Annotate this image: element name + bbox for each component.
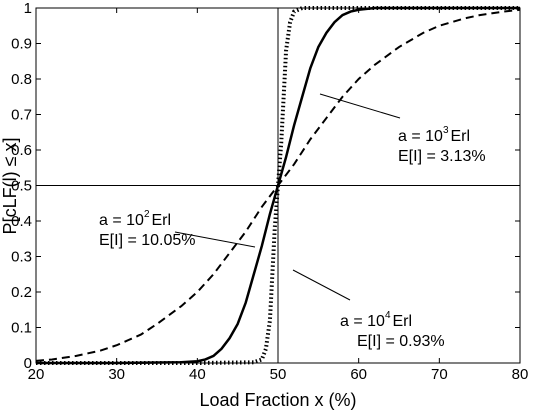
y-tick-label: 0.9 (11, 36, 32, 53)
annotation-a1e4-line2: E[I] = 0.93% (357, 333, 445, 350)
annotation-a1e2-line1: a = 102 Erl (99, 209, 171, 229)
x-axis-title: Load Fraction x (%) (199, 390, 356, 410)
x-tick-label: 80 (512, 366, 529, 383)
annotation-a1e2-line2: E[I] = 10.05% (99, 232, 196, 249)
annotation-leader-a1e4 (292, 269, 351, 301)
y-tick-label: 0 (24, 355, 32, 372)
y-tick-label: 0.3 (11, 249, 32, 266)
x-tick-label: 30 (108, 366, 125, 383)
y-tick-label: 0.2 (11, 284, 32, 301)
annotation-a1e4-line1: a = 104 Erl (340, 310, 412, 330)
y-tick-label: 0.7 (11, 107, 32, 124)
y-tick-label: 0.6 (11, 142, 32, 159)
y-tick-label: 0.8 (11, 71, 32, 88)
y-tick-label: 1 (24, 0, 32, 17)
annotation-a1e3-line2: E[I] = 3.13% (398, 148, 486, 165)
x-tick-label: 70 (431, 366, 448, 383)
annotation-a1e3-line1: a = 103 Erl (398, 125, 470, 145)
y-tick-label: 0.4 (11, 213, 32, 230)
annotation-leader-a1e3 (319, 93, 401, 119)
y-tick-label: 0.5 (11, 178, 32, 195)
y-axis-title: P[cLF(l) ≤ x] (0, 138, 20, 235)
y-tick-label: 0.1 (11, 320, 32, 337)
x-tick-label: 40 (189, 366, 206, 383)
annotation-leader-a1e2 (174, 231, 256, 248)
x-tick-label: 60 (350, 366, 367, 383)
x-tick-label: 20 (28, 366, 45, 383)
x-tick-label: 50 (270, 366, 287, 383)
tick-layer: 20 30 40 50 60 70 80 0 0.1 0.2 0.3 0.4 0.5 0.6 0.7 0.8 0… (11, 0, 528, 383)
